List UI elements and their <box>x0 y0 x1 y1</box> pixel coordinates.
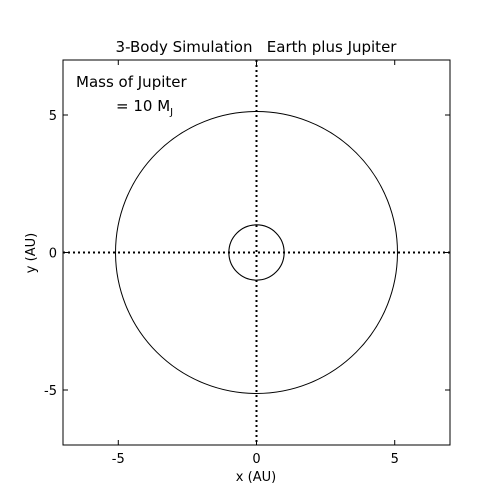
annotation-mass-value: = 10 M <box>116 97 170 115</box>
x-tick-label: -5 <box>112 452 125 467</box>
axis-ticks: -5 0 5 -5 0 5 <box>44 60 450 467</box>
x-tick-label: 5 <box>391 452 399 467</box>
inner-orbit <box>228 224 285 281</box>
y-tick-label: -5 <box>44 384 57 399</box>
y-tick-label: 5 <box>49 109 57 124</box>
annotation-line-2: = 10 MJ <box>116 97 173 118</box>
annotation-line-1: Mass of Jupiter <box>76 73 187 91</box>
orbits <box>115 111 398 394</box>
reference-lines <box>63 60 450 445</box>
outer-orbit <box>115 111 398 394</box>
chart-title: 3-Body Simulation Earth plus Jupiter <box>116 38 398 56</box>
y-axis-label: y (AU) <box>24 233 39 273</box>
y-tick-label: 0 <box>49 247 57 262</box>
annotation-subscript: J <box>169 107 173 118</box>
x-tick-label: 0 <box>252 452 260 467</box>
plot-area-frame <box>62 59 451 446</box>
x-axis-label: x (AU) <box>236 470 276 485</box>
